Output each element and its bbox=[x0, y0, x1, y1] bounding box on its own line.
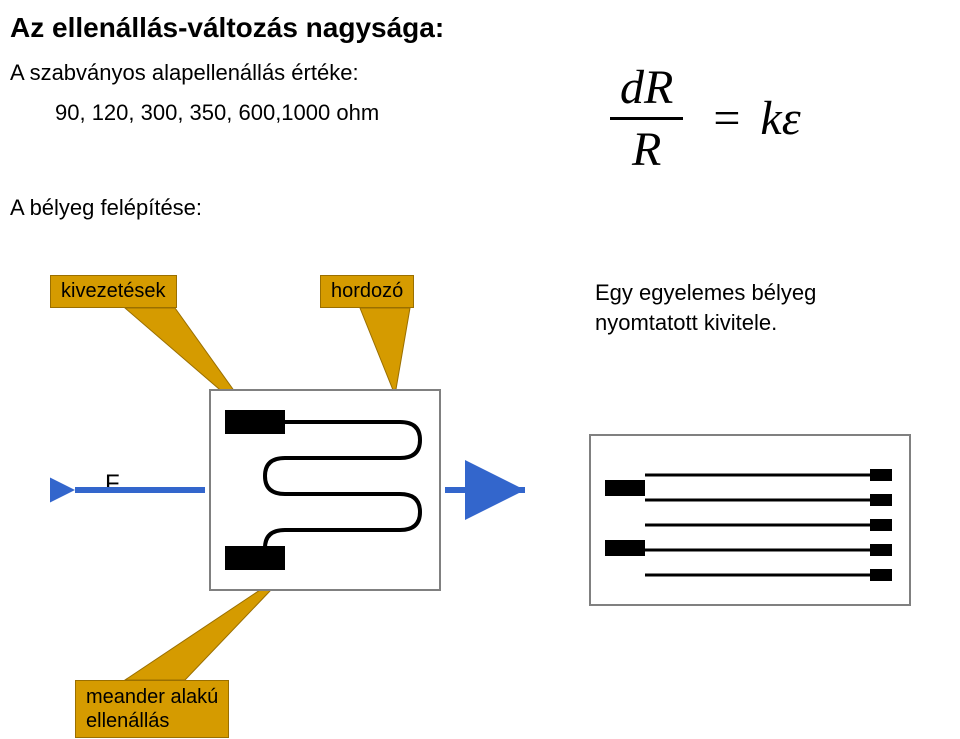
single-element-description: Egy egyelemes bélyeg nyomtatott kivitele… bbox=[595, 278, 816, 337]
left-diagram bbox=[50, 380, 550, 640]
label-meander: meander alakú ellenállás bbox=[75, 680, 229, 738]
standard-values: 90, 120, 300, 350, 600,1000 ohm bbox=[55, 100, 379, 126]
formula-k: k bbox=[760, 92, 781, 145]
label-meander-line1: meander alakú bbox=[86, 686, 218, 708]
desc-line2: nyomtatott kivitele. bbox=[595, 310, 777, 335]
terminal-top bbox=[225, 410, 285, 434]
label-meander-line2: ellenállás bbox=[86, 710, 169, 732]
standard-value-intro: A szabványos alapellenállás értéke: bbox=[10, 60, 359, 86]
formula-eps: ε bbox=[782, 92, 801, 145]
structure-heading: A bélyeg felépítése: bbox=[10, 195, 202, 221]
printed-term-2 bbox=[605, 540, 645, 556]
printed-term-1 bbox=[605, 480, 645, 496]
printed-carrier bbox=[590, 435, 910, 605]
desc-line1: Egy egyelemes bélyeg bbox=[595, 280, 816, 305]
label-leads: kivezetések bbox=[50, 275, 177, 308]
page-title: Az ellenállás-változás nagysága: bbox=[10, 12, 444, 44]
formula-denominator: R bbox=[610, 117, 683, 177]
formula-equals: = bbox=[713, 92, 740, 145]
label-carrier: hordozó bbox=[320, 275, 414, 308]
formula: dR R = kε bbox=[610, 60, 801, 177]
right-diagram bbox=[580, 425, 920, 615]
formula-numerator: dR bbox=[610, 60, 683, 117]
